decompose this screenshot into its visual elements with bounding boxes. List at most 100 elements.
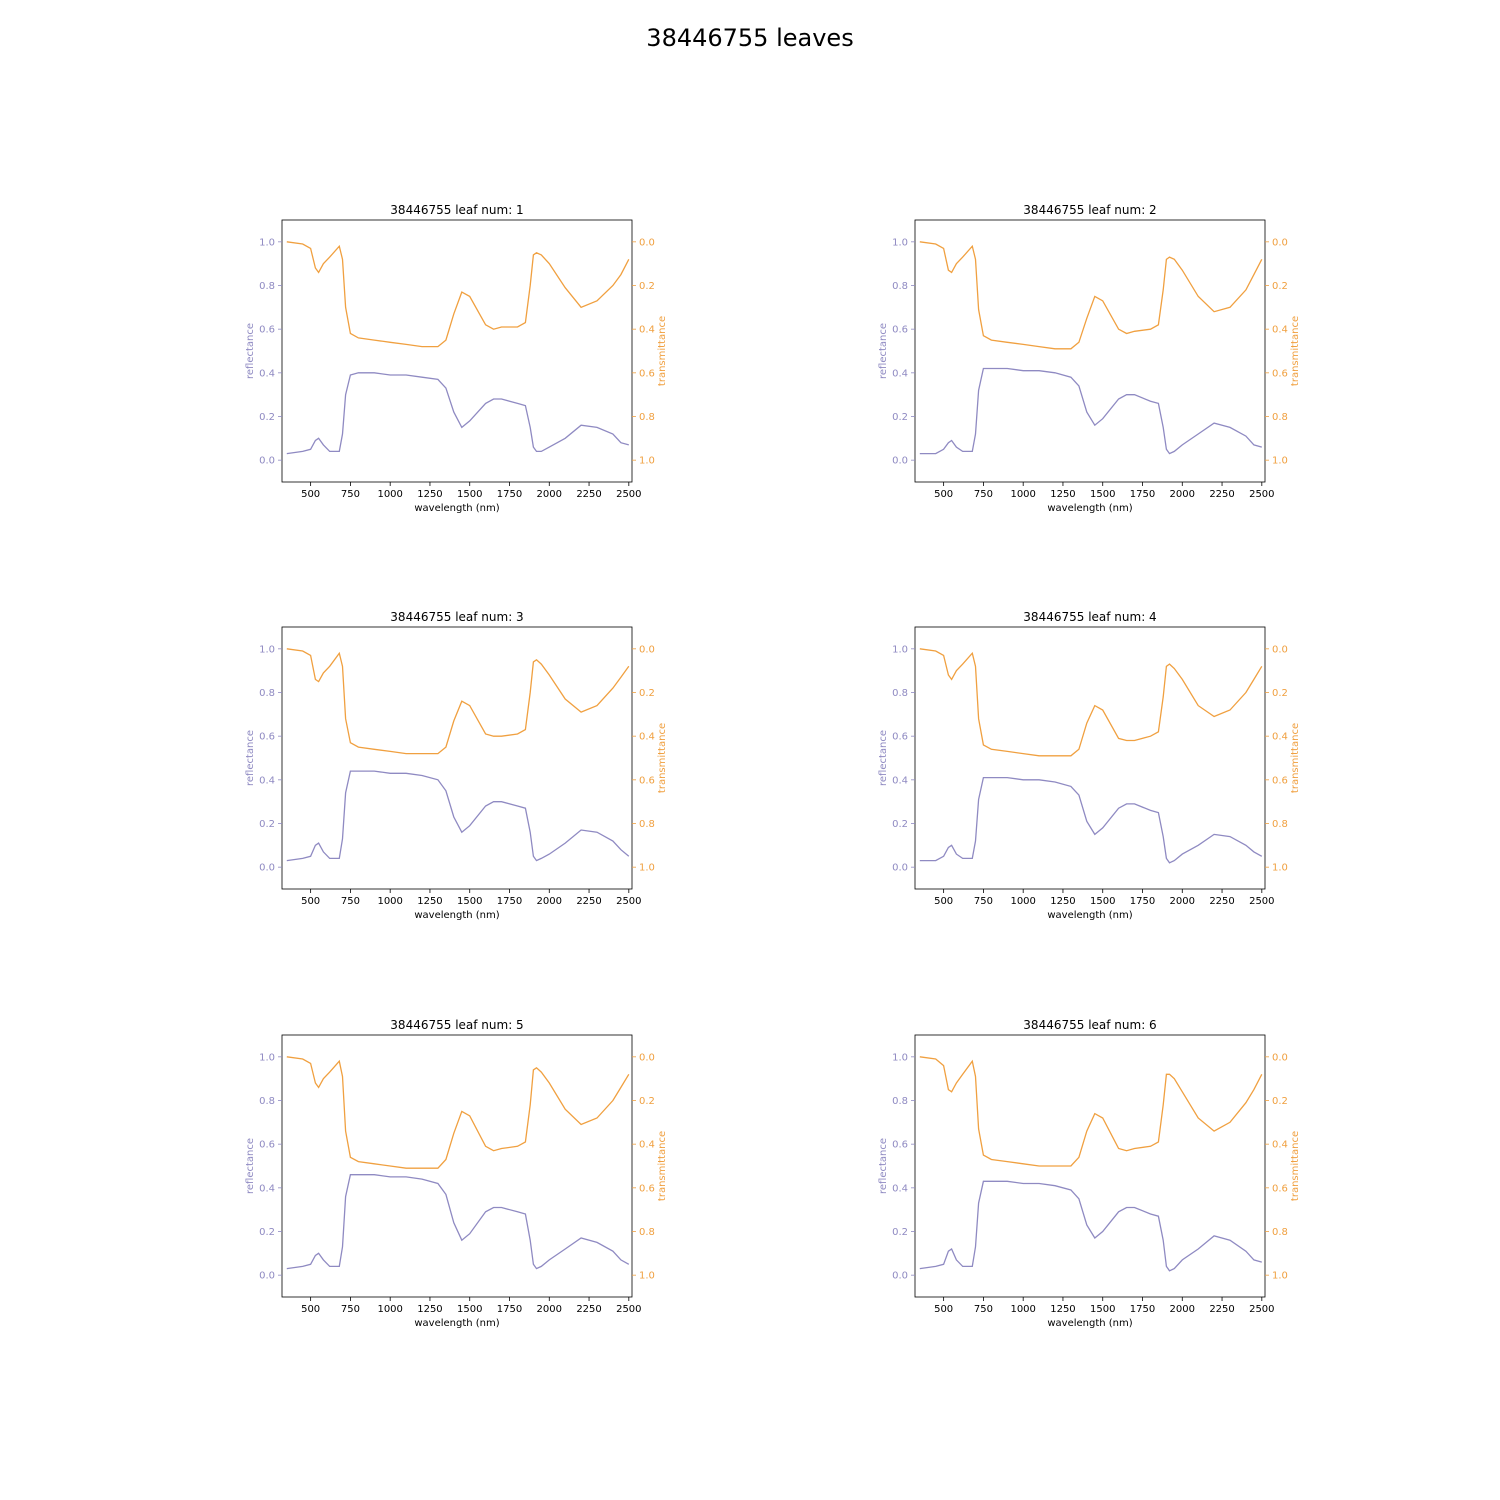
y-left-tick-label: 0.0 [892, 1271, 908, 1282]
x-tick-label: 750 [341, 489, 360, 500]
plot-frame [914, 626, 1266, 890]
x-tick-label: 2000 [1170, 896, 1195, 907]
y-right-tick-label: 0.0 [1272, 644, 1288, 655]
subplot-title: 38446755 leaf num: 2 [1023, 203, 1156, 217]
y-left-tick-label: 0.6 [892, 732, 908, 743]
x-tick-label: 750 [974, 489, 993, 500]
y-left-tick-label: 0.4 [892, 775, 908, 786]
transmittance-line [286, 648, 630, 755]
y-right-axis-label: transmittance [657, 723, 668, 793]
x-tick-label: 1250 [417, 896, 442, 907]
subplot-title: 38446755 leaf num: 4 [1023, 610, 1156, 624]
plot-frame [281, 1034, 633, 1298]
x-tick-label: 1250 [1050, 1304, 1075, 1315]
y-right-tick-label: 0.8 [639, 1227, 655, 1238]
x-tick-label: 1250 [1050, 489, 1075, 500]
y-right-tick-label: 0.0 [639, 644, 655, 655]
transmittance-line [286, 1056, 630, 1169]
x-tick-label: 1500 [1090, 896, 1115, 907]
x-tick-label: 750 [341, 1304, 360, 1315]
y-left-tick-label: 0.2 [259, 819, 275, 830]
y-left-tick-label: 0.0 [892, 456, 908, 467]
reflectance-line [286, 372, 629, 455]
y-left-tick-label: 0.2 [259, 412, 275, 423]
y-left-tick-label: 0.0 [259, 863, 275, 874]
x-axis-label: wavelength (nm) [414, 1318, 499, 1329]
y-left-tick-label: 0.2 [259, 1227, 275, 1238]
x-tick-label: 1500 [1090, 1304, 1115, 1315]
x-tick-label: 2500 [616, 1304, 641, 1315]
y-left-tick-label: 0.8 [892, 1096, 908, 1107]
subplot-title: 38446755 leaf num: 3 [390, 610, 523, 624]
y-left-tick-label: 0.4 [892, 368, 908, 379]
x-tick-label: 750 [341, 896, 360, 907]
y-right-tick-label: 0.0 [1272, 237, 1288, 248]
x-tick-label: 2500 [616, 896, 641, 907]
x-axis-label: wavelength (nm) [1047, 1318, 1132, 1329]
x-tick-label: 2250 [1209, 896, 1234, 907]
y-right-axis-label: transmittance [1290, 1131, 1301, 1201]
x-tick-label: 750 [974, 1304, 993, 1315]
transmittance-line [919, 241, 1263, 350]
x-tick-label: 1500 [1090, 489, 1115, 500]
x-tick-label: 1000 [1010, 896, 1035, 907]
y-right-tick-label: 0.4 [639, 1140, 655, 1151]
x-tick-label: 750 [974, 896, 993, 907]
reflectance-line [286, 770, 630, 862]
subplot-2: 38446755 leaf num: 2 500 750 1000 1250 1500 17… [878, 203, 1301, 514]
y-left-tick-label: 1.0 [259, 237, 275, 248]
x-tick-label: 1750 [497, 489, 522, 500]
y-left-tick-label: 0.0 [259, 456, 275, 467]
y-right-tick-label: 0.4 [1272, 1140, 1288, 1151]
x-tick-label: 1000 [377, 896, 402, 907]
x-tick-label: 1000 [377, 1304, 402, 1315]
subplot-1: 38446755 leaf num: 1 500 750 1000 1250 1500 17… [245, 203, 668, 514]
x-tick-label: 2500 [616, 489, 641, 500]
y-right-tick-label: 0.2 [639, 688, 655, 699]
y-left-tick-label: 0.0 [259, 1271, 275, 1282]
y-right-tick-label: 1.0 [1272, 1271, 1288, 1282]
y-left-tick-label: 1.0 [259, 644, 275, 655]
x-tick-label: 2500 [1249, 1304, 1274, 1315]
x-tick-label: 1750 [1130, 1304, 1155, 1315]
reflectance-line [919, 776, 1263, 864]
y-right-tick-label: 0.4 [1272, 732, 1288, 743]
y-left-tick-label: 0.4 [259, 1183, 275, 1194]
x-tick-label: 2250 [576, 489, 601, 500]
y-left-tick-label: 0.8 [259, 688, 275, 699]
y-right-tick-label: 0.8 [639, 819, 655, 830]
x-tick-label: 2000 [537, 896, 562, 907]
x-tick-label: 2500 [1249, 896, 1274, 907]
y-left-axis-label: reflectance [245, 323, 256, 379]
x-axis-label: wavelength (nm) [414, 910, 499, 921]
y-left-tick-label: 0.4 [892, 1183, 908, 1194]
x-tick-label: 2250 [1209, 1304, 1234, 1315]
subplot-4: 38446755 leaf num: 4 500 750 1000 1250 1500 17… [878, 610, 1301, 921]
x-tick-label: 500 [301, 896, 320, 907]
transmittance-line [919, 1056, 1263, 1167]
y-right-tick-label: 1.0 [639, 1271, 655, 1282]
x-tick-label: 1750 [1130, 896, 1155, 907]
subplot-title: 38446755 leaf num: 5 [390, 1018, 523, 1032]
x-tick-label: 2500 [1249, 489, 1274, 500]
y-left-tick-label: 0.0 [892, 863, 908, 874]
reflectance-line [919, 367, 1262, 455]
plot-frame [914, 1034, 1266, 1298]
x-tick-label: 1500 [457, 489, 482, 500]
y-right-axis-label: transmittance [657, 316, 668, 386]
x-tick-label: 1000 [1010, 1304, 1035, 1315]
x-tick-label: 1750 [497, 896, 522, 907]
x-tick-label: 1500 [457, 896, 482, 907]
y-left-axis-label: reflectance [878, 323, 889, 379]
y-right-tick-label: 1.0 [639, 456, 655, 467]
x-tick-label: 500 [934, 489, 953, 500]
x-tick-label: 500 [934, 896, 953, 907]
y-right-tick-label: 0.4 [1272, 325, 1288, 336]
y-right-axis-label: transmittance [1290, 316, 1301, 386]
x-axis-label: wavelength (nm) [414, 503, 499, 514]
x-axis-label: wavelength (nm) [1047, 503, 1132, 514]
reflectance-line [286, 1174, 630, 1270]
x-tick-label: 500 [301, 489, 320, 500]
y-right-axis-label: transmittance [657, 1131, 668, 1201]
x-tick-label: 1250 [1050, 896, 1075, 907]
